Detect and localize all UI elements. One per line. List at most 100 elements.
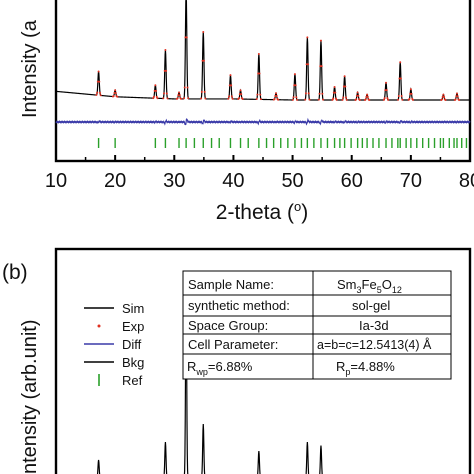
experimental-point xyxy=(200,90,203,93)
panel-a-plot-area xyxy=(55,0,471,148)
panel-a-x-axis-label: 2-theta (o) xyxy=(216,199,308,224)
experimental-point xyxy=(355,94,358,97)
experimental-point xyxy=(368,98,371,101)
experimental-point xyxy=(319,65,322,68)
experimental-point xyxy=(335,98,338,101)
experimental-point xyxy=(321,92,324,95)
experimental-point xyxy=(240,93,243,96)
panel-a-y-axis-label: Intensity (a xyxy=(19,19,41,118)
experimental-point xyxy=(255,98,258,101)
experimental-point xyxy=(387,98,390,101)
experimental-point xyxy=(259,93,262,96)
experimental-point xyxy=(97,70,100,73)
experimental-point xyxy=(454,98,457,101)
experimental-point xyxy=(408,97,411,100)
experimental-point xyxy=(322,98,325,101)
experimental-point xyxy=(341,98,344,101)
experimental-point xyxy=(177,94,180,97)
experimental-point xyxy=(386,97,389,100)
rwp-r: R xyxy=(187,359,196,374)
experimental-point xyxy=(385,89,388,92)
experimental-point xyxy=(164,48,167,51)
legend-exp-swatch xyxy=(97,324,101,328)
experimental-point xyxy=(296,98,299,101)
experimental-point xyxy=(277,98,280,101)
experimental-point xyxy=(410,92,413,95)
experimental-point xyxy=(256,93,259,96)
experimental-point xyxy=(202,59,205,62)
experimental-point xyxy=(358,98,361,101)
experimental-point xyxy=(400,95,403,98)
refinement-info-table: Sample Name: Sm3Fe5O12 synthetic method:… xyxy=(182,270,452,380)
experimental-point xyxy=(307,92,310,95)
experimental-point xyxy=(318,92,321,95)
experimental-point xyxy=(364,98,367,101)
experimental-point xyxy=(113,92,116,95)
experimental-point xyxy=(355,98,358,101)
experimental-point xyxy=(96,91,99,94)
experimental-point xyxy=(442,93,445,96)
experimental-point xyxy=(185,36,188,39)
experimental-point xyxy=(178,91,181,94)
panel-a-x-tick-labels: 10 20 30 40 50 60 70 80 xyxy=(45,170,474,192)
experimental-point xyxy=(458,98,461,101)
experimental-point xyxy=(183,86,186,89)
legend-bkg-label: Bkg xyxy=(122,355,144,370)
experimental-point xyxy=(275,95,278,98)
rp-value: =4.88% xyxy=(350,359,395,374)
experimental-point xyxy=(455,95,458,98)
experimental-point xyxy=(112,94,115,97)
experimental-point xyxy=(444,98,447,101)
experimental-point xyxy=(293,84,296,87)
panel-b: (b) ntensity (arb.unit) Sim Exp Diff Bkg… xyxy=(2,247,472,474)
experimental-point xyxy=(238,93,241,96)
table-value-cell-parameter: a=b=c=12.5413(4) Å xyxy=(317,337,432,352)
table-value-synthetic-method: sol-gel xyxy=(352,298,390,313)
experimental-point xyxy=(166,97,169,100)
formula-o: O xyxy=(382,277,392,292)
experimental-point xyxy=(357,94,360,97)
experimental-point xyxy=(456,95,459,98)
experimental-point xyxy=(187,97,190,100)
x-tick-label: 10 xyxy=(45,170,67,192)
experimental-point xyxy=(165,69,168,72)
experimental-point xyxy=(257,72,260,75)
x-tick-label: 60 xyxy=(341,170,363,192)
experimental-point xyxy=(227,97,230,100)
experimental-point xyxy=(153,89,156,92)
experimental-point xyxy=(440,98,443,101)
x-axis-label-degree: o xyxy=(294,199,301,214)
experimental-point xyxy=(384,89,387,92)
experimental-point xyxy=(229,74,232,77)
x-axis-label-main: 2-theta ( xyxy=(216,201,294,224)
experimental-point xyxy=(399,61,402,64)
experimental-point xyxy=(332,91,335,94)
experimental-point xyxy=(275,92,278,95)
table-label-sample-name: Sample Name: xyxy=(188,277,274,292)
experimental-point xyxy=(204,97,207,100)
experimental-point xyxy=(455,92,458,95)
x-tick-label: 50 xyxy=(281,170,303,192)
rp-r: R xyxy=(336,359,345,374)
formula-fe: Fe xyxy=(362,277,377,292)
panel-a-x-ticks xyxy=(55,155,471,161)
experimental-point xyxy=(228,95,231,98)
experimental-point xyxy=(292,96,295,99)
x-tick-label: 40 xyxy=(222,170,244,192)
experimental-point xyxy=(366,95,369,98)
experimental-point xyxy=(184,36,187,39)
experimental-point xyxy=(334,91,337,94)
experimental-point xyxy=(397,98,400,101)
experimental-point xyxy=(294,84,297,87)
experimental-point xyxy=(409,88,412,91)
table-label-synthetic-method: synthetic method: xyxy=(188,298,290,313)
experimental-point xyxy=(203,90,206,93)
experimental-point xyxy=(332,97,335,100)
experimental-point xyxy=(401,98,404,101)
x-tick-label: 30 xyxy=(163,170,185,192)
experimental-point xyxy=(239,89,242,92)
experimental-point xyxy=(176,97,179,100)
experimental-point xyxy=(162,92,165,95)
experimental-point xyxy=(293,73,296,76)
